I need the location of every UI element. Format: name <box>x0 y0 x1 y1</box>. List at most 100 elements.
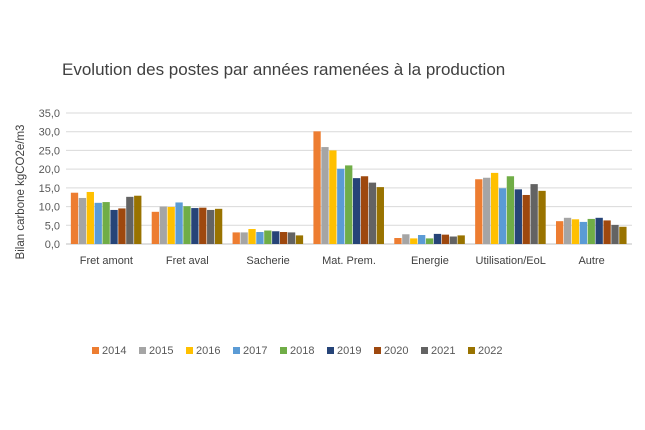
bar-2018-4 <box>425 238 434 244</box>
bar-2019-4 <box>433 233 442 244</box>
axes: 0,0 5,0 10,0 15,0 20,0 25,0 30,0 35,0 Fret amont… <box>39 108 605 267</box>
y-tick-label: 5,0 <box>45 220 60 232</box>
legend-swatch-2016 <box>186 347 193 354</box>
bar-2019-3 <box>352 178 361 244</box>
bar-2020-5 <box>522 194 530 244</box>
bar-2020-4 <box>441 234 450 244</box>
bar-2018-2 <box>264 230 272 244</box>
bar-2016-1 <box>167 206 175 244</box>
bar-2014-5 <box>475 179 483 244</box>
bar-2019-6 <box>595 217 603 244</box>
bar-2018-0 <box>102 202 110 244</box>
bar-2017-5 <box>498 188 507 244</box>
bar-2020-2 <box>280 232 288 244</box>
bar-2022-5 <box>538 190 546 244</box>
y-tick-label: 35,0 <box>39 108 60 120</box>
bar-2017-1 <box>175 202 183 244</box>
legend-label-2014: 2014 <box>102 345 126 357</box>
bar-2016-5 <box>490 172 499 244</box>
bar-2015-4 <box>402 234 410 244</box>
y-tick-label: 15,0 <box>39 183 60 195</box>
x-tick-label: Fret amont <box>80 255 133 267</box>
legend-swatch-2015 <box>139 347 146 354</box>
bar-2015-3 <box>321 147 329 244</box>
bar-2015-1 <box>159 206 167 244</box>
bar-2016-4 <box>410 238 418 244</box>
legend-swatch-2020 <box>374 347 381 354</box>
bar-2016-3 <box>329 150 337 244</box>
chart-title: Evolution des postes par années ramenées… <box>62 60 506 79</box>
bar-2021-2 <box>287 232 296 244</box>
bar-2021-5 <box>530 184 538 244</box>
x-tick-label: Fret aval <box>166 255 209 267</box>
legend-swatch-2014 <box>92 347 99 354</box>
bar-2015-5 <box>483 177 491 244</box>
legend-swatch-2022 <box>468 347 475 354</box>
legend-label-2017: 2017 <box>243 345 267 357</box>
y-axis-label: Bilan carbone kgCO2e/m3 <box>15 125 27 260</box>
bar-2020-0 <box>118 208 126 244</box>
x-tick-label: Sacherie <box>246 255 289 267</box>
bars <box>70 131 627 244</box>
bar-2017-0 <box>94 202 102 244</box>
bar-2019-1 <box>191 208 199 244</box>
legend-label-2015: 2015 <box>149 345 173 357</box>
x-tick-label: Utilisation/EoL <box>476 255 546 267</box>
x-tick-label: Mat. Prem. <box>322 255 376 267</box>
bar-2016-0 <box>86 191 94 244</box>
bar-2020-3 <box>360 176 369 244</box>
bar-2014-6 <box>555 221 564 244</box>
legend-label-2020: 2020 <box>384 345 408 357</box>
bar-2021-4 <box>449 236 457 244</box>
bar-2018-3 <box>345 165 353 244</box>
legend-swatch-2019 <box>327 347 334 354</box>
bar-2016-6 <box>571 219 580 244</box>
bar-2015-6 <box>563 217 572 244</box>
bar-2022-6 <box>619 226 627 244</box>
bar-2019-0 <box>110 209 118 244</box>
bar-2022-0 <box>134 195 142 244</box>
y-tick-label: 20,0 <box>39 164 60 176</box>
bar-2017-2 <box>256 232 264 244</box>
y-tick-label: 10,0 <box>39 202 60 214</box>
bar-2014-2 <box>232 232 240 244</box>
y-tick-label: 0,0 <box>45 239 60 251</box>
legend-label-2022: 2022 <box>478 345 502 357</box>
bar-2015-0 <box>78 197 87 244</box>
bar-2019-5 <box>514 189 522 244</box>
legend-swatch-2021 <box>421 347 428 354</box>
bar-2016-2 <box>248 229 256 244</box>
legend: 2014 2015 2016 2017 2018 2019 2020 2021 2022 <box>92 345 502 357</box>
legend-swatch-2017 <box>233 347 240 354</box>
legend-label-2019: 2019 <box>337 345 361 357</box>
bar-2017-4 <box>418 235 426 244</box>
bar-2018-5 <box>506 176 515 244</box>
x-tick-label: Autre <box>578 255 604 267</box>
legend-label-2016: 2016 <box>196 345 220 357</box>
bar-2014-3 <box>313 131 321 244</box>
legend-label-2021: 2021 <box>431 345 455 357</box>
bar-2017-3 <box>337 168 345 244</box>
bar-2022-4 <box>457 235 465 244</box>
y-tick-label: 25,0 <box>39 145 60 157</box>
bar-2022-3 <box>376 187 384 244</box>
bar-2019-2 <box>272 231 280 244</box>
bar-2021-6 <box>611 224 619 244</box>
bar-2017-6 <box>579 221 588 244</box>
y-tick-label: 30,0 <box>39 127 60 139</box>
legend-swatch-2018 <box>280 347 287 354</box>
bar-2014-4 <box>394 238 402 244</box>
bar-2018-1 <box>183 206 191 244</box>
legend-label-2018: 2018 <box>290 345 314 357</box>
bar-2014-1 <box>151 211 160 244</box>
bar-2014-0 <box>70 192 79 244</box>
bar-2020-6 <box>603 220 611 244</box>
bar-2021-3 <box>368 182 377 244</box>
bar-2022-2 <box>295 235 304 244</box>
bar-2022-1 <box>214 208 223 244</box>
x-tick-label: Energie <box>411 255 449 267</box>
bar-2021-1 <box>207 209 215 244</box>
bar-2015-2 <box>240 232 248 244</box>
bar-2018-6 <box>587 218 595 244</box>
